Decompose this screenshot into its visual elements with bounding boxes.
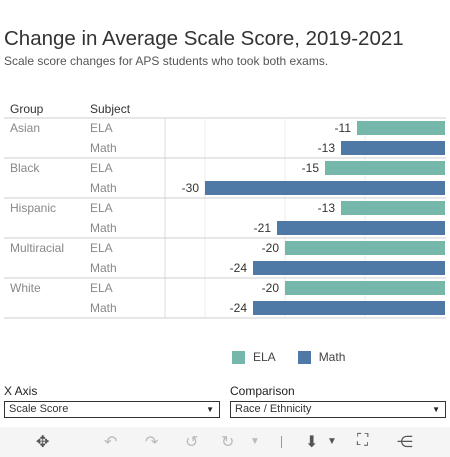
data-label: -13	[318, 201, 336, 215]
bar-math	[253, 261, 445, 275]
group-label: Multiracial	[10, 241, 64, 255]
share-icon[interactable]: ⋲	[397, 434, 413, 451]
data-label: -30	[182, 181, 200, 195]
revert-icon[interactable]: ↺	[185, 434, 199, 451]
redo-icon[interactable]: ↷	[145, 434, 159, 451]
legend-label-math: Math	[318, 350, 346, 364]
chevron-down-icon[interactable]: ▼	[250, 436, 260, 447]
group-label: Black	[10, 161, 40, 175]
move-icon[interactable]: ✥	[36, 434, 50, 451]
comparison-value: Race / Ethnicity	[235, 403, 312, 415]
data-label: -11	[335, 121, 352, 135]
x-axis-select[interactable]: Scale Score ▼	[4, 401, 220, 418]
group-label: Hispanic	[10, 201, 56, 215]
subject-label: Math	[90, 141, 117, 155]
bar-ela	[341, 201, 445, 215]
data-label: -20	[262, 241, 280, 255]
group-label: Asian	[10, 121, 40, 135]
x-axis-value: Scale Score	[9, 403, 69, 415]
subject-label: ELA	[90, 161, 113, 175]
bar-ela	[285, 241, 445, 255]
subject-label: Math	[90, 221, 117, 235]
x-axis-label: X Axis	[4, 384, 38, 398]
subject-label: ELA	[90, 241, 113, 255]
data-label: -15	[302, 161, 320, 175]
legend-swatch-math	[297, 350, 311, 364]
toolbar: ✥ ↶ ↷ ↺ ↻ ▼ ⬇ ▼ ⛶ ⋲	[0, 427, 450, 457]
bar-ela	[357, 121, 445, 135]
subject-label: ELA	[90, 121, 113, 135]
data-label: -13	[318, 141, 336, 155]
download-icon[interactable]: ⬇	[305, 434, 319, 451]
bar-ela	[285, 281, 445, 295]
data-label: -21	[254, 221, 272, 235]
refresh-icon[interactable]: ↻	[221, 434, 235, 451]
subject-column-header: Subject	[90, 102, 131, 116]
legend-item-math[interactable]: Math	[297, 350, 346, 364]
subject-label: ELA	[90, 201, 113, 215]
bar-chart: Asian ELA -11 Math -13 Black ELA -15 Math -30 Hisp…	[4, 117, 446, 319]
bar-math	[277, 221, 445, 235]
comparison-select[interactable]: Race / Ethnicity ▼	[230, 401, 446, 418]
data-label: -24	[230, 301, 248, 315]
bar-math	[205, 181, 445, 195]
fullscreen-icon[interactable]: ⛶	[357, 432, 369, 449]
data-label: -24	[230, 261, 248, 275]
legend: ELA Math	[232, 350, 367, 364]
undo-icon[interactable]: ↶	[104, 434, 118, 451]
bar-ela	[325, 161, 445, 175]
bar-math	[253, 301, 445, 315]
chart-subtitle: Scale score changes for APS students who…	[4, 54, 329, 68]
group-column-header: Group	[10, 102, 44, 116]
group-label: White	[10, 281, 41, 295]
legend-label-ela: ELA	[253, 350, 276, 364]
chart-title: Change in Average Scale Score, 2019-2021	[4, 27, 404, 50]
legend-swatch-ela	[232, 350, 245, 364]
chevron-down-icon: ▼	[206, 405, 214, 414]
subject-label: Math	[90, 301, 117, 315]
comparison-label: Comparison	[230, 384, 295, 398]
subject-label: Math	[90, 181, 117, 195]
subject-label: Math	[90, 261, 117, 275]
chevron-down-icon[interactable]: ▼	[327, 436, 337, 447]
toolbar-divider	[281, 436, 282, 448]
data-label: -20	[262, 281, 280, 295]
legend-item-ela[interactable]: ELA	[232, 350, 276, 364]
subject-label: ELA	[90, 281, 113, 295]
bar-math	[341, 141, 445, 155]
chevron-down-icon: ▼	[432, 405, 440, 414]
